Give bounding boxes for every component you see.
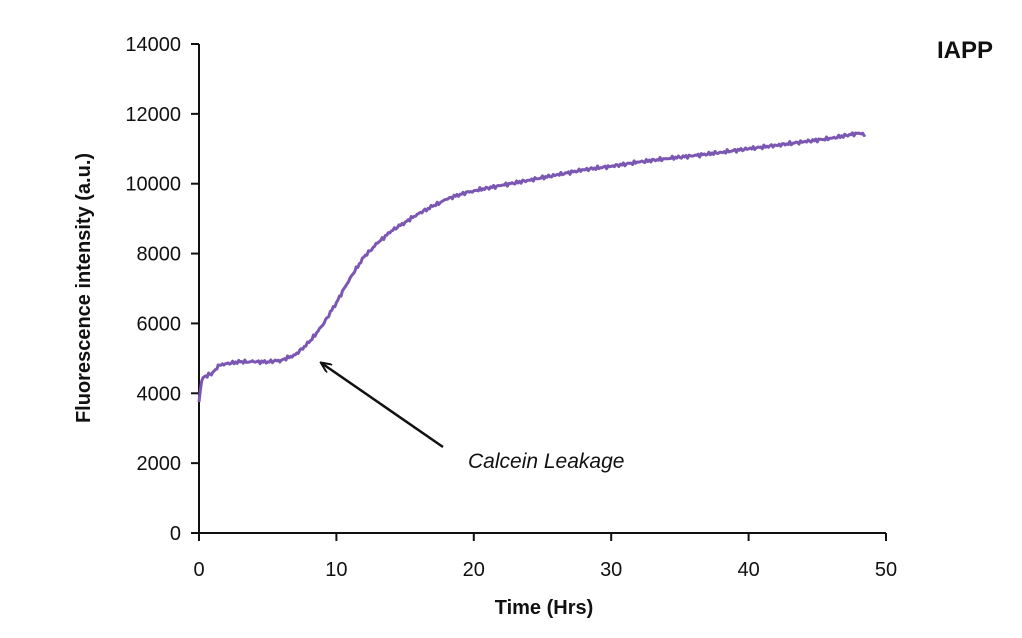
x-tick-label: 50 [875, 559, 897, 581]
y-tick-label: 14000 [125, 34, 181, 56]
y-axis-label: Fluorescence intensity (a.u.) [73, 153, 95, 423]
y-tick-label: 4000 [137, 383, 182, 405]
chart-title: IAPP [937, 37, 993, 64]
x-tick-label: 40 [737, 559, 759, 581]
x-tick-label: 30 [600, 559, 622, 581]
annotation-arrow [322, 363, 443, 447]
x-axis-label: Time (Hrs) [495, 597, 594, 619]
y-tick-label: 10000 [125, 174, 181, 196]
y-tick-label: 2000 [137, 453, 182, 475]
y-tick-label: 12000 [125, 104, 181, 126]
annotation-label: Calcein Leakage [468, 450, 624, 473]
y-tick-label: 8000 [137, 244, 182, 266]
y-tick-label: 6000 [137, 313, 182, 335]
y-tick-label: 0 [170, 523, 181, 545]
series-line-0 [199, 133, 865, 402]
x-tick-label: 20 [463, 559, 485, 581]
x-tick-label: 0 [193, 559, 204, 581]
x-tick-label: 10 [325, 559, 347, 581]
